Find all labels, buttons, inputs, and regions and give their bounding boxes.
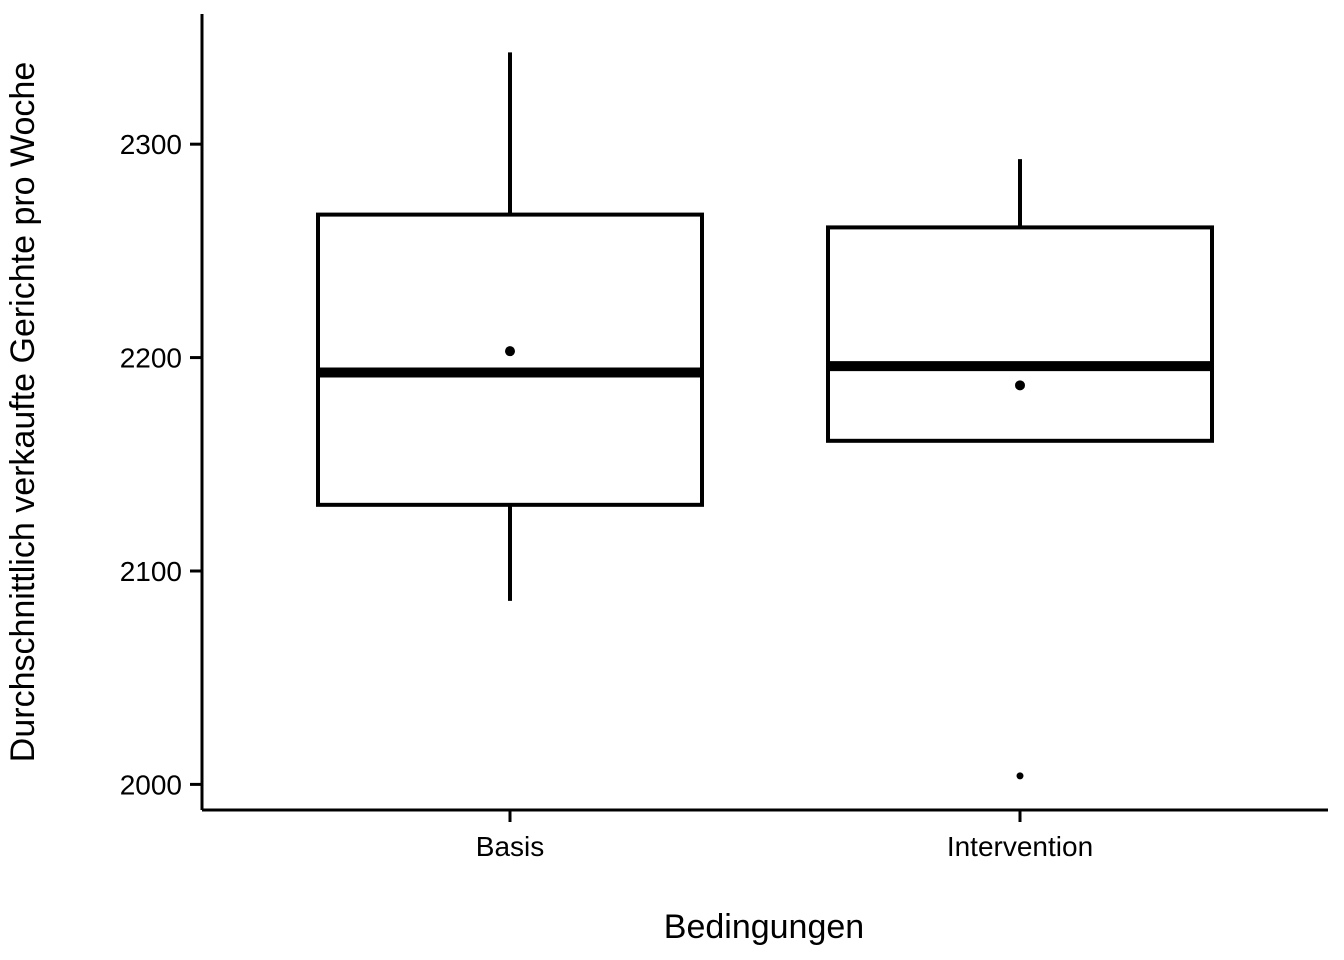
x-tick-label: Basis <box>476 831 544 862</box>
y-tick-label: 2200 <box>120 343 182 374</box>
y-tick-label: 2100 <box>120 556 182 587</box>
box-intervention <box>826 159 1214 780</box>
x-axis-title: Bedingungen <box>664 908 864 946</box>
y-tick-label: 2000 <box>120 769 182 800</box>
iqr-box <box>316 212 704 507</box>
x-axis: Basis Intervention <box>202 808 1328 862</box>
x-tick-label: Intervention <box>947 831 1093 862</box>
box-basis <box>316 52 704 601</box>
outlier-point <box>1016 772 1024 780</box>
y-tick-label: 2300 <box>120 129 182 160</box>
y-axis-title: Durchschnittlich verkaufte Gerichte pro … <box>4 62 42 762</box>
mean-point <box>505 346 515 357</box>
plot-area <box>316 52 1214 780</box>
mean-point <box>1015 380 1025 391</box>
y-axis: 2000 2100 2200 2300 <box>120 14 204 810</box>
iqr-box <box>826 225 1214 443</box>
